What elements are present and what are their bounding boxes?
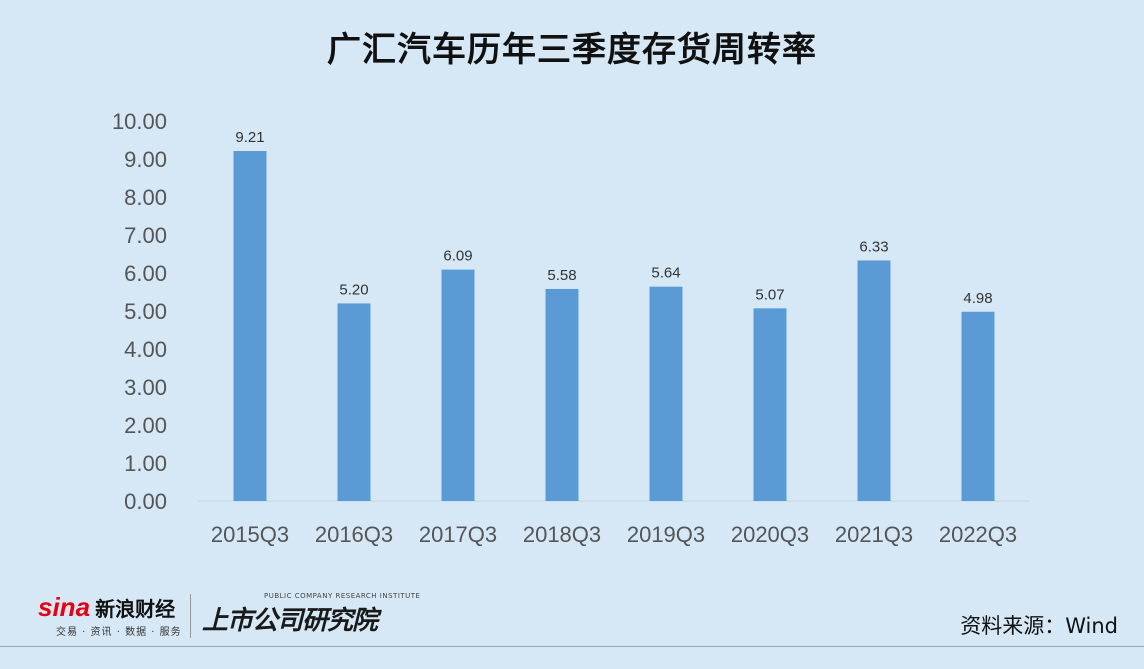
research-logo-cn: 上市公司研究院 [202, 606, 378, 636]
y-tick-label: 7.00 [124, 223, 167, 248]
y-tick-label: 9.00 [124, 147, 167, 172]
sina-logo-name: 新浪财经 [95, 597, 176, 621]
y-tick-label: 6.00 [124, 261, 167, 286]
data-label-2022Q3: 4.98 [963, 290, 992, 307]
y-tick-label: 1.00 [124, 451, 167, 476]
logo-divider [190, 594, 191, 638]
x-tick-label: 2018Q3 [523, 522, 601, 547]
x-tick-label: 2019Q3 [627, 522, 705, 547]
bar-2015Q3 [233, 151, 267, 501]
bar-2020Q3 [753, 308, 787, 501]
data-label-2018Q3: 5.58 [547, 267, 576, 284]
x-tick-label: 2022Q3 [939, 522, 1017, 547]
x-tick-label: 2021Q3 [835, 522, 913, 547]
data-label-2021Q3: 6.33 [859, 238, 888, 255]
x-tick-label: 2020Q3 [731, 522, 809, 547]
bar-2018Q3 [545, 288, 579, 501]
chart-title: 广汇汽车历年三季度存货周转率 [327, 30, 817, 70]
source-note: 资料来源：Wind [960, 614, 1118, 638]
bar-2016Q3 [337, 303, 371, 501]
footer-divider [0, 646, 1144, 647]
data-label-2017Q3: 6.09 [443, 248, 472, 265]
y-axis: 0.00 1.00 2.00 3.00 4.00 5.00 6.00 7.00 8.00 9.00… [112, 109, 1030, 514]
y-tick-label: 0.00 [124, 489, 167, 514]
data-label-2020Q3: 5.07 [755, 286, 784, 303]
bar-2021Q3 [857, 260, 891, 501]
x-tick-label: 2015Q3 [211, 522, 289, 547]
bar-chart: 0.00 1.00 2.00 3.00 4.00 5.00 6.00 7.00 8.00 9.00… [112, 109, 1030, 547]
data-label-2016Q3: 5.20 [339, 281, 368, 298]
x-tick-label: 2017Q3 [419, 522, 497, 547]
y-tick-label: 8.00 [124, 185, 167, 210]
y-tick-label: 2.00 [124, 413, 167, 438]
x-tick-label: 2016Q3 [315, 522, 393, 547]
sina-logo-mark: sina [38, 592, 91, 622]
y-tick-label: 4.00 [124, 337, 167, 362]
bars-group: 9.21 5.20 6.09 5.58 5.64 5.07 6.33 4.98 [233, 129, 995, 501]
x-axis: 2015Q3 2016Q3 2017Q3 2018Q3 2019Q3 2020Q3 2021… [211, 522, 1017, 547]
sina-logo-tagline: 交易 · 资讯 · 数据 · 服务 [56, 627, 182, 638]
bar-2019Q3 [649, 286, 683, 501]
bar-2022Q3 [961, 311, 995, 501]
bar-2017Q3 [441, 269, 475, 501]
data-label-2015Q3: 9.21 [235, 129, 264, 146]
y-tick-label: 5.00 [124, 299, 167, 324]
y-tick-label: 10.00 [112, 109, 167, 134]
data-label-2019Q3: 5.64 [651, 265, 680, 282]
sina-finance-logo: sina 新浪财经 交易 · 资讯 · 数据 · 服务 [38, 592, 182, 638]
research-logo-en: PUBLIC COMPANY RESEARCH INSTITUTE [264, 592, 421, 600]
y-tick-label: 3.00 [124, 375, 167, 400]
research-institute-logo: PUBLIC COMPANY RESEARCH INSTITUTE 上市公司研究… [202, 592, 420, 637]
